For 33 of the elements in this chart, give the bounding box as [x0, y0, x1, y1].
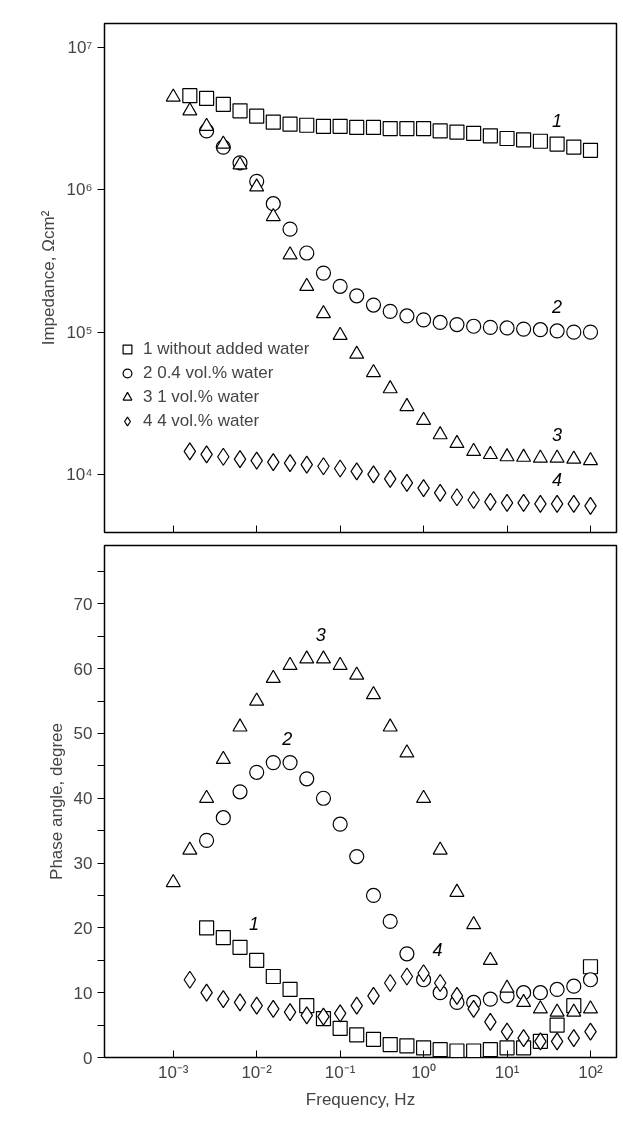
y-tick-label: 40: [73, 789, 93, 809]
x-tick-label: 10⁰: [411, 1062, 437, 1082]
y-axis-title: Impedance, Ωcm²: [39, 210, 59, 346]
legend-label: 4 4 vol.% water: [143, 411, 260, 431]
legend-label: 1 without added water: [143, 339, 310, 359]
annotation: 3: [552, 424, 563, 445]
y-tick-label: 10⁵: [66, 322, 93, 342]
annotation: 3: [315, 625, 326, 646]
annotation: 2: [281, 729, 293, 750]
x-tick-label: 10⁻¹: [324, 1062, 356, 1082]
annotation: 4: [552, 470, 563, 491]
y-tick-label: 0: [83, 1048, 93, 1068]
y-axis-title: Phase angle, degree: [46, 723, 66, 880]
y-tick-label: 10⁷: [67, 38, 93, 58]
annotation: 1: [552, 110, 563, 131]
y-tick-label: 20: [73, 918, 93, 938]
annotation: 2: [551, 297, 563, 318]
x-tick-label: 10¹: [494, 1062, 520, 1082]
y-tick-label: 70: [73, 594, 93, 614]
annotation: 1: [249, 913, 260, 934]
y-tick-label: 30: [73, 854, 93, 874]
legend-label: 2 0.4 vol.% water: [143, 363, 274, 383]
legend-label: 3 1 vol.% water: [143, 387, 260, 407]
y-tick-label: 10⁶: [66, 180, 93, 200]
y-tick-label: 10: [73, 983, 93, 1003]
y-tick-label: 50: [73, 724, 93, 744]
annotation: 4: [432, 939, 443, 960]
x-tick-label: 10⁻²: [241, 1062, 273, 1082]
x-axis-title: Frequency, Hz: [305, 1089, 416, 1109]
y-tick-label: 10⁴: [66, 464, 93, 484]
y-tick-label: 60: [73, 659, 93, 679]
x-tick-label: 10²: [578, 1062, 604, 1082]
x-tick-label: 10⁻³: [157, 1062, 189, 1082]
